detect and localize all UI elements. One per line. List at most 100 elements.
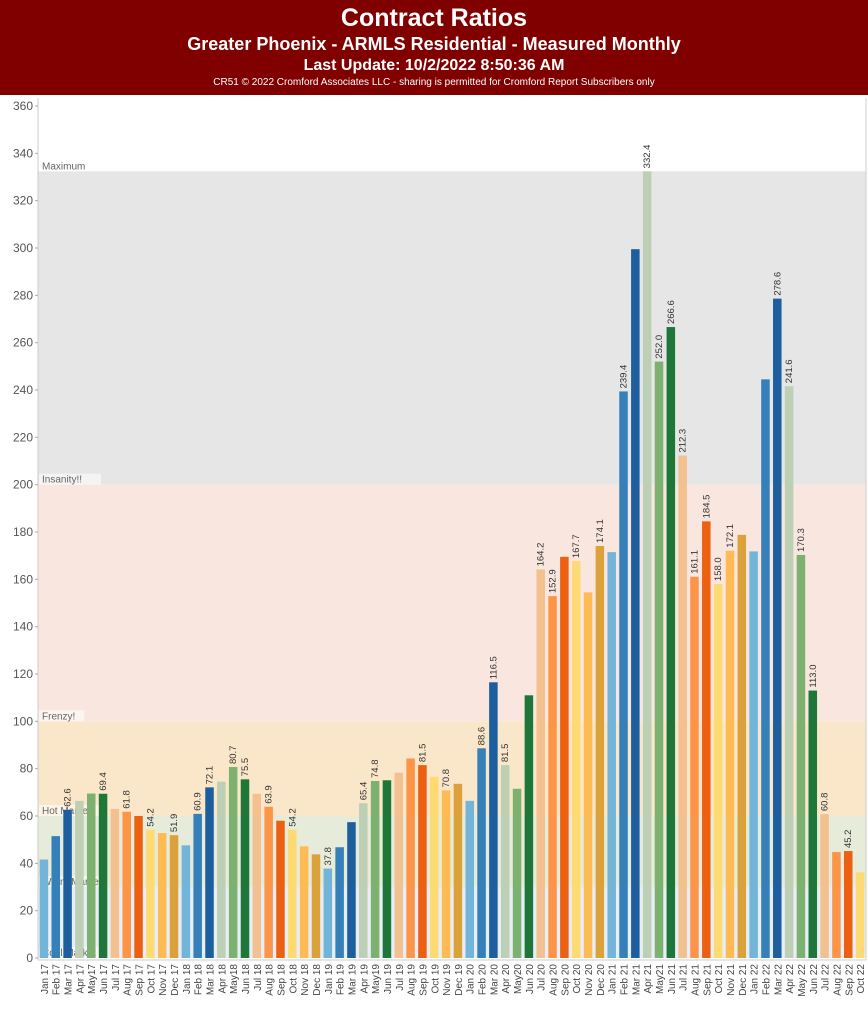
bar bbox=[477, 748, 486, 958]
x-tick-label: Jun 18 bbox=[241, 964, 252, 994]
bar bbox=[240, 779, 250, 958]
x-tick-label: Nov 17 bbox=[158, 964, 169, 996]
x-tick-label: Feb 21 bbox=[620, 964, 631, 996]
bar bbox=[607, 552, 616, 958]
x-tick-label: Aug 20 bbox=[549, 964, 560, 996]
bar-value-label: 81.5 bbox=[417, 744, 428, 763]
bar-value-label: 54.2 bbox=[287, 808, 298, 827]
bar-value-label: 61.8 bbox=[122, 790, 133, 809]
x-tick-label: Apr 20 bbox=[501, 964, 512, 994]
zone-label: Warm Market bbox=[42, 877, 102, 888]
x-tick-label: Mar 22 bbox=[773, 964, 784, 996]
bar bbox=[252, 793, 262, 958]
bar-value-label: 266.6 bbox=[666, 300, 677, 324]
x-tick-label: May 22 bbox=[797, 964, 808, 997]
bar-value-label: 51.9 bbox=[169, 814, 180, 833]
x-tick-label: Jan 21 bbox=[608, 964, 619, 994]
x-tick-label: Feb 20 bbox=[478, 964, 489, 996]
y-tick-label: 200 bbox=[13, 478, 33, 492]
bar bbox=[63, 809, 72, 958]
bar-value-label: 37.8 bbox=[323, 847, 334, 866]
chart-subtitle: Greater Phoenix - ARMLS Residential - Me… bbox=[187, 34, 681, 54]
x-tick-label: Apr 21 bbox=[643, 964, 654, 994]
y-tick-label: 240 bbox=[13, 383, 33, 397]
y-tick-label: 0 bbox=[26, 951, 33, 965]
bar-value-label: 54.2 bbox=[145, 808, 156, 827]
bar bbox=[51, 836, 61, 958]
x-tick-label: Jul 20 bbox=[537, 964, 548, 991]
x-tick-label: Oct 17 bbox=[146, 964, 157, 994]
bar bbox=[489, 682, 498, 958]
bar bbox=[654, 361, 664, 959]
bar bbox=[843, 851, 853, 958]
x-tick-label: Oct 22 bbox=[856, 964, 867, 994]
bar bbox=[335, 847, 344, 958]
x-tick-label: Aug 18 bbox=[265, 964, 276, 996]
bar-value-label: 80.7 bbox=[228, 746, 239, 765]
x-tick-label: Mar 19 bbox=[347, 964, 358, 996]
bar-value-label: 62.6 bbox=[63, 788, 74, 807]
x-tick-label: Oct 20 bbox=[572, 964, 583, 994]
x-tick-label: Dec 21 bbox=[738, 964, 749, 996]
bar bbox=[441, 790, 451, 958]
x-tick-label: Jan 19 bbox=[324, 964, 335, 994]
bar bbox=[678, 455, 687, 958]
bar-value-label: 161.1 bbox=[689, 550, 700, 574]
bar bbox=[737, 534, 747, 958]
x-tick-label: Jun 20 bbox=[525, 964, 536, 994]
bar bbox=[181, 845, 191, 958]
x-tick-label: Mar 21 bbox=[631, 964, 642, 996]
bar-value-label: 239.4 bbox=[619, 365, 630, 389]
bar bbox=[193, 813, 202, 958]
bar bbox=[394, 772, 404, 958]
zone-label-bg bbox=[39, 710, 85, 722]
x-tick-label: Aug 22 bbox=[832, 964, 843, 996]
bar-value-label: 60.9 bbox=[193, 792, 204, 811]
x-tick-label: Dec 18 bbox=[312, 964, 323, 996]
bar-value-label: 174.1 bbox=[595, 519, 606, 543]
bar bbox=[702, 521, 711, 958]
zone-label-bg bbox=[39, 473, 101, 485]
x-tick-label: Jul 19 bbox=[395, 964, 406, 991]
bar bbox=[98, 793, 108, 958]
bar bbox=[713, 584, 723, 958]
bar-value-label: 60.8 bbox=[820, 793, 831, 812]
bar bbox=[347, 822, 356, 958]
y-tick-label: 60 bbox=[20, 809, 34, 823]
bar bbox=[299, 846, 309, 958]
y-tick-label: 220 bbox=[13, 430, 33, 444]
x-tick-label: Jul 21 bbox=[679, 964, 690, 991]
x-tick-label: Nov 20 bbox=[584, 964, 595, 996]
bar bbox=[382, 780, 392, 958]
x-tick-label: Nov 21 bbox=[726, 964, 737, 996]
y-tick-label: 360 bbox=[13, 99, 33, 113]
x-tick-label: Apr 17 bbox=[75, 964, 86, 994]
bar bbox=[465, 800, 475, 958]
bar-value-label: 184.5 bbox=[701, 495, 712, 519]
x-tick-label: Aug 19 bbox=[407, 964, 418, 996]
x-tick-label: Jan 18 bbox=[182, 964, 193, 994]
x-tick-label: Jul 18 bbox=[253, 964, 264, 991]
bar bbox=[122, 811, 131, 958]
bar bbox=[560, 556, 569, 958]
bar-value-label: 167.7 bbox=[571, 534, 582, 558]
x-tick-label: Feb 22 bbox=[761, 964, 772, 996]
bar bbox=[761, 379, 770, 959]
bar bbox=[39, 859, 49, 958]
bar-value-label: 212.3 bbox=[678, 429, 689, 453]
x-tick-label: Apr 19 bbox=[359, 964, 370, 994]
bar-value-label: 75.5 bbox=[240, 758, 251, 777]
y-tick-label: 280 bbox=[13, 288, 33, 302]
bar bbox=[429, 776, 439, 958]
x-tick-label: May19 bbox=[371, 964, 382, 994]
x-tick-label: Dec 19 bbox=[454, 964, 465, 996]
bar-value-label: 88.6 bbox=[477, 727, 488, 746]
bar-value-label: 74.8 bbox=[370, 759, 381, 778]
y-tick-label: 180 bbox=[13, 525, 33, 539]
x-tick-label: Feb 19 bbox=[336, 964, 347, 996]
bar bbox=[642, 171, 652, 958]
x-tick-label: Jul 22 bbox=[821, 964, 832, 991]
bar bbox=[832, 851, 841, 958]
bar bbox=[666, 327, 676, 959]
bar bbox=[631, 249, 640, 958]
